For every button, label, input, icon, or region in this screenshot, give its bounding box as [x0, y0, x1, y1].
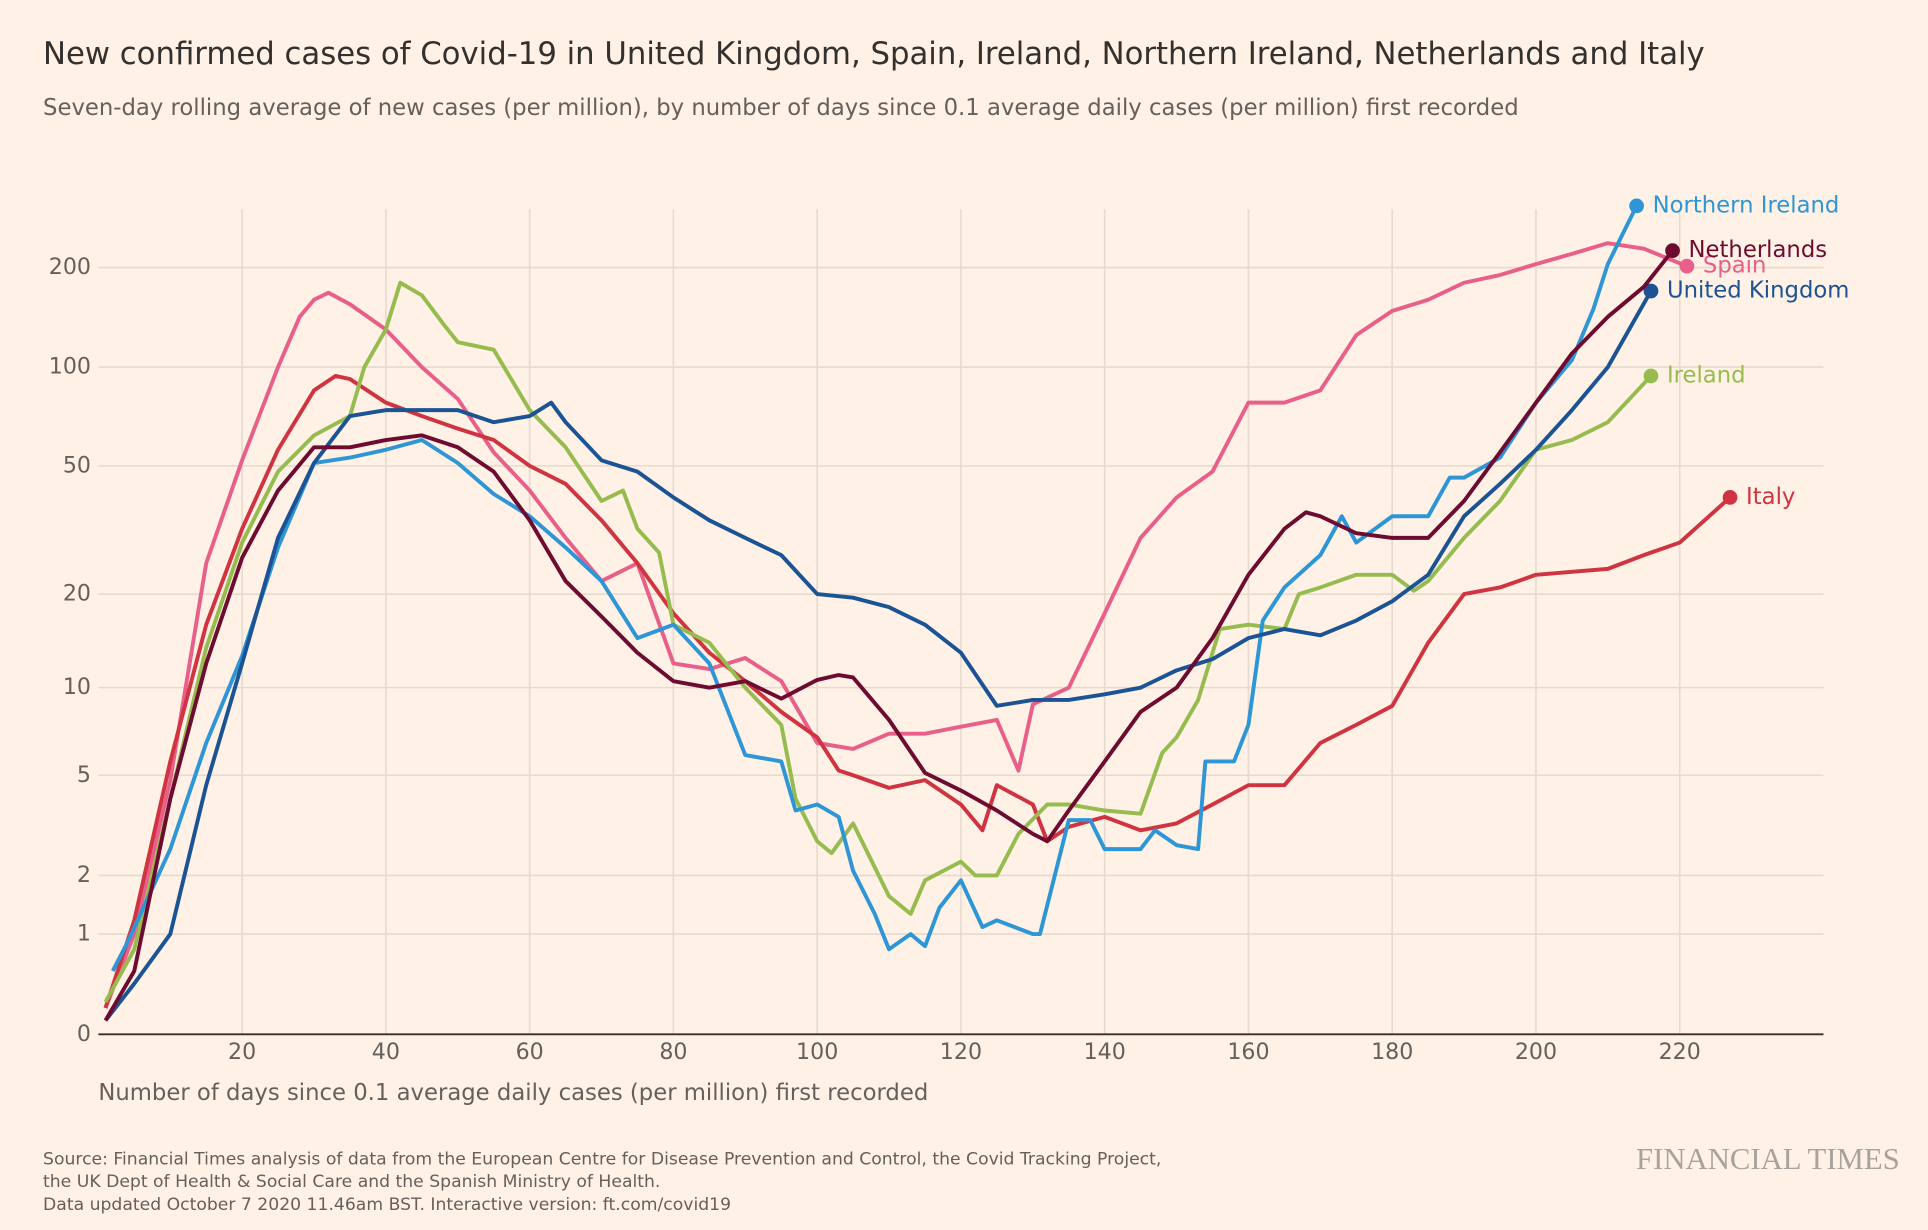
- series-label: Spain: [1703, 253, 1767, 279]
- x-tick-label: 40: [372, 1039, 400, 1065]
- chart-title: New confirmed cases of Covid-19 in Unite…: [43, 36, 1705, 72]
- x-tick-label: 60: [516, 1039, 544, 1065]
- x-tick-label: 180: [1371, 1039, 1413, 1065]
- series-line: [103, 290, 1653, 1022]
- series-line: [103, 241, 1688, 1009]
- x-tick-label: 140: [1084, 1039, 1126, 1065]
- source-note: Source: Financial Times analysis of data…: [43, 1150, 1161, 1170]
- source-note: the UK Dept of Health & Social Care and …: [43, 1172, 660, 1192]
- series-line: [103, 249, 1675, 1022]
- y-tick-label: 20: [63, 581, 91, 607]
- y-tick-label: 50: [63, 452, 91, 478]
- y-tick-label: 0: [77, 1021, 91, 1047]
- series-line: [103, 280, 1653, 1004]
- series-label: Italy: [1746, 484, 1795, 510]
- y-tick-label: 1: [77, 921, 91, 947]
- x-tick-label: 100: [796, 1039, 838, 1065]
- y-tick-label: 2: [77, 862, 91, 888]
- y-tick-label: 5: [77, 762, 91, 788]
- y-tick-label: 100: [49, 354, 91, 380]
- y-tick-label: 10: [63, 674, 91, 700]
- series-label: Northern Ireland: [1653, 192, 1840, 218]
- x-tick-label: 200: [1515, 1039, 1557, 1065]
- x-tick-label: 20: [228, 1039, 256, 1065]
- end-dot: [1679, 258, 1695, 274]
- series-label: Ireland: [1667, 362, 1746, 388]
- end-dot: [1722, 490, 1738, 505]
- x-tick-label: 80: [659, 1039, 687, 1065]
- end-dot: [1629, 198, 1644, 214]
- end-dot: [1643, 368, 1659, 384]
- logo: FINANCIAL TIMES: [1636, 1142, 1900, 1176]
- x-tick-label: 220: [1659, 1039, 1701, 1065]
- y-tick-label: 200: [49, 254, 91, 280]
- series-line: [103, 374, 1732, 1009]
- end-dot: [1665, 243, 1680, 259]
- series-label: United Kingdom: [1667, 277, 1849, 303]
- x-axis-label: Number of days since 0.1 average daily c…: [98, 1080, 928, 1106]
- x-tick-label: 120: [940, 1039, 982, 1065]
- source-note: Data updated October 7 2020 11.46am BST.…: [43, 1195, 731, 1215]
- x-tick-label: 160: [1227, 1039, 1269, 1065]
- end-dot: [1643, 283, 1659, 299]
- chart-subtitle: Seven-day rolling average of new cases (…: [43, 95, 1519, 121]
- series-label: Netherlands: [1689, 237, 1828, 263]
